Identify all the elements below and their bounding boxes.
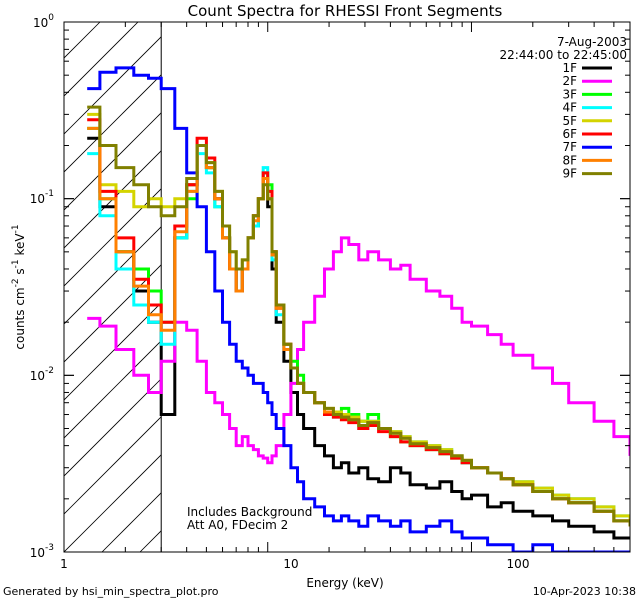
legend-label-5F: 5F xyxy=(562,114,577,128)
chart-title: Count Spectra for RHESSI Front Segments xyxy=(188,2,503,20)
x-tick-label-10: 10 xyxy=(283,557,298,571)
annotation-background: Includes Background xyxy=(187,505,312,519)
x-tick-label-100: 100 xyxy=(507,557,530,571)
footer-generated-by: Generated by hsi_min_spectra_plot.pro xyxy=(3,585,219,598)
plot-frame xyxy=(63,21,631,553)
axis-ticks xyxy=(63,21,631,553)
date-label: 7-Aug-2003 xyxy=(557,35,627,49)
legend-label-3F: 3F xyxy=(562,87,577,101)
hatch-line xyxy=(64,36,162,135)
legend-label-2F: 2F xyxy=(562,74,577,88)
hatch-line xyxy=(64,454,162,552)
legend-label-6F: 6F xyxy=(562,127,577,141)
legend-label-8F: 8F xyxy=(562,153,577,167)
time-range-label: 22:44:00 to 22:45:00 xyxy=(500,48,627,62)
legend-label-9F: 9F xyxy=(562,167,577,181)
series-line-9F xyxy=(87,105,630,527)
legend-label-4F: 4F xyxy=(562,101,577,115)
series-line-2F xyxy=(87,236,630,465)
footer-timestamp: 10-Apr-2023 10:38 xyxy=(533,585,636,598)
x-axis-label: Energy (keV) xyxy=(306,576,383,590)
y-axis-label: counts cm-2 s-1 keV-1 xyxy=(11,224,27,349)
legend-label-7F: 7F xyxy=(562,140,577,154)
hatch-line xyxy=(64,378,162,477)
x-tick-label-1: 1 xyxy=(60,557,68,571)
y-tick-label-1e-1: 10-1 xyxy=(30,189,54,206)
hatch-line xyxy=(64,416,162,515)
annotation-attenuator: Att A0, FDecim 2 xyxy=(187,518,288,532)
legend-label-1F: 1F xyxy=(562,61,577,75)
y-tick-label-1e0: 100 xyxy=(33,13,54,30)
hatch-line xyxy=(64,74,162,173)
y-tick-label-1e-3: 10-3 xyxy=(30,543,54,560)
hatch-line xyxy=(64,226,162,325)
y-tick-label-1e-2: 10-2 xyxy=(30,366,54,383)
series-group xyxy=(87,66,630,552)
